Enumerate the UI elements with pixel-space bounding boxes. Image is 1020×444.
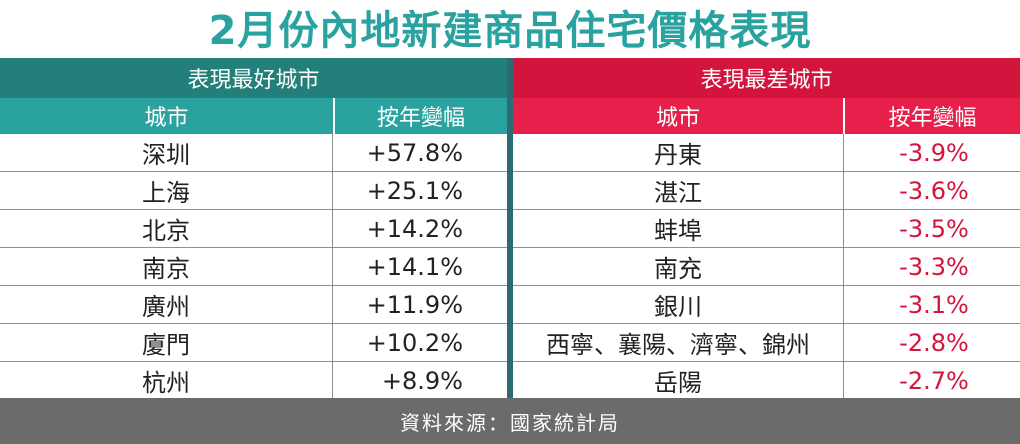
table-row: 廈門 +10.2% bbox=[0, 324, 507, 362]
change-cell: +14.1% bbox=[366, 252, 463, 281]
table-row: 丹東 -3.9% bbox=[513, 134, 1020, 172]
change-cell: +8.9% bbox=[381, 366, 463, 395]
change-cell: +57.8% bbox=[366, 138, 463, 167]
page-title: 2月份內地新建商品住宅價格表現 bbox=[208, 8, 812, 54]
change-cell: -2.7% bbox=[899, 366, 969, 395]
city-cell: 廈門 bbox=[0, 324, 333, 361]
best-col-change: 按年變幅 bbox=[376, 106, 465, 131]
change-cell: +14.2% bbox=[366, 214, 463, 243]
table-row: 深圳 +57.8% bbox=[0, 134, 507, 172]
table-row: 上海 +25.1% bbox=[0, 172, 507, 210]
change-cell: -2.8% bbox=[899, 328, 969, 357]
city-cell: 杭州 bbox=[0, 362, 333, 399]
table-row: 岳陽 -2.7% bbox=[513, 362, 1020, 399]
change-cell: +11.9% bbox=[366, 290, 463, 319]
city-cell: 岳陽 bbox=[513, 362, 844, 399]
city-cell: 北京 bbox=[0, 210, 333, 247]
city-cell: 湛江 bbox=[513, 172, 844, 209]
table-row: 杭州 +8.9% bbox=[0, 362, 507, 399]
worst-table-header: 城市 按年變幅 bbox=[513, 98, 1020, 134]
change-cell: +25.1% bbox=[366, 176, 463, 205]
change-cell: -3.9% bbox=[899, 138, 969, 167]
table-row: 蚌埠 -3.5% bbox=[513, 210, 1020, 248]
city-cell: 深圳 bbox=[0, 134, 333, 171]
worst-cities-table: 丹東 -3.9% 湛江 -3.6% 蚌埠 -3.5% 南充 -3.3% 銀川 -… bbox=[513, 134, 1020, 399]
table-row: 銀川 -3.1% bbox=[513, 286, 1020, 324]
best-cities-table: 深圳 +57.8% 上海 +25.1% 北京 +14.2% 南京 +14.1% … bbox=[0, 134, 507, 399]
city-cell: 銀川 bbox=[513, 286, 844, 323]
table-row: 廣州 +11.9% bbox=[0, 286, 507, 324]
source-footer: 資料來源：國家統計局 bbox=[0, 398, 1020, 444]
city-cell: 上海 bbox=[0, 172, 333, 209]
best-table-header: 城市 按年變幅 bbox=[0, 98, 507, 134]
best-cities-header: 表現最好城市 bbox=[0, 58, 507, 98]
city-cell: 丹東 bbox=[513, 134, 844, 171]
change-cell: +10.2% bbox=[366, 328, 463, 357]
city-cell: 西寧、襄陽、濟寧、錦州 bbox=[513, 324, 844, 361]
city-cell: 蚌埠 bbox=[513, 210, 844, 247]
table-row: 北京 +14.2% bbox=[0, 210, 507, 248]
city-cell: 南充 bbox=[513, 248, 844, 285]
best-col-city: 城市 bbox=[0, 98, 335, 134]
change-cell: -3.6% bbox=[899, 176, 969, 205]
table-row: 南充 -3.3% bbox=[513, 248, 1020, 286]
worst-cities-header: 表現最差城市 bbox=[513, 58, 1020, 98]
table-row: 南京 +14.1% bbox=[0, 248, 507, 286]
table-row: 湛江 -3.6% bbox=[513, 172, 1020, 210]
table-divider bbox=[507, 58, 513, 398]
table-row: 西寧、襄陽、濟寧、錦州 -2.8% bbox=[513, 324, 1020, 362]
change-cell: -3.5% bbox=[899, 214, 969, 243]
worst-col-city: 城市 bbox=[513, 98, 845, 134]
city-cell: 南京 bbox=[0, 248, 333, 285]
city-cell: 廣州 bbox=[0, 286, 333, 323]
worst-col-change: 按年變幅 bbox=[888, 106, 977, 131]
change-cell: -3.3% bbox=[899, 252, 969, 281]
change-cell: -3.1% bbox=[899, 290, 969, 319]
